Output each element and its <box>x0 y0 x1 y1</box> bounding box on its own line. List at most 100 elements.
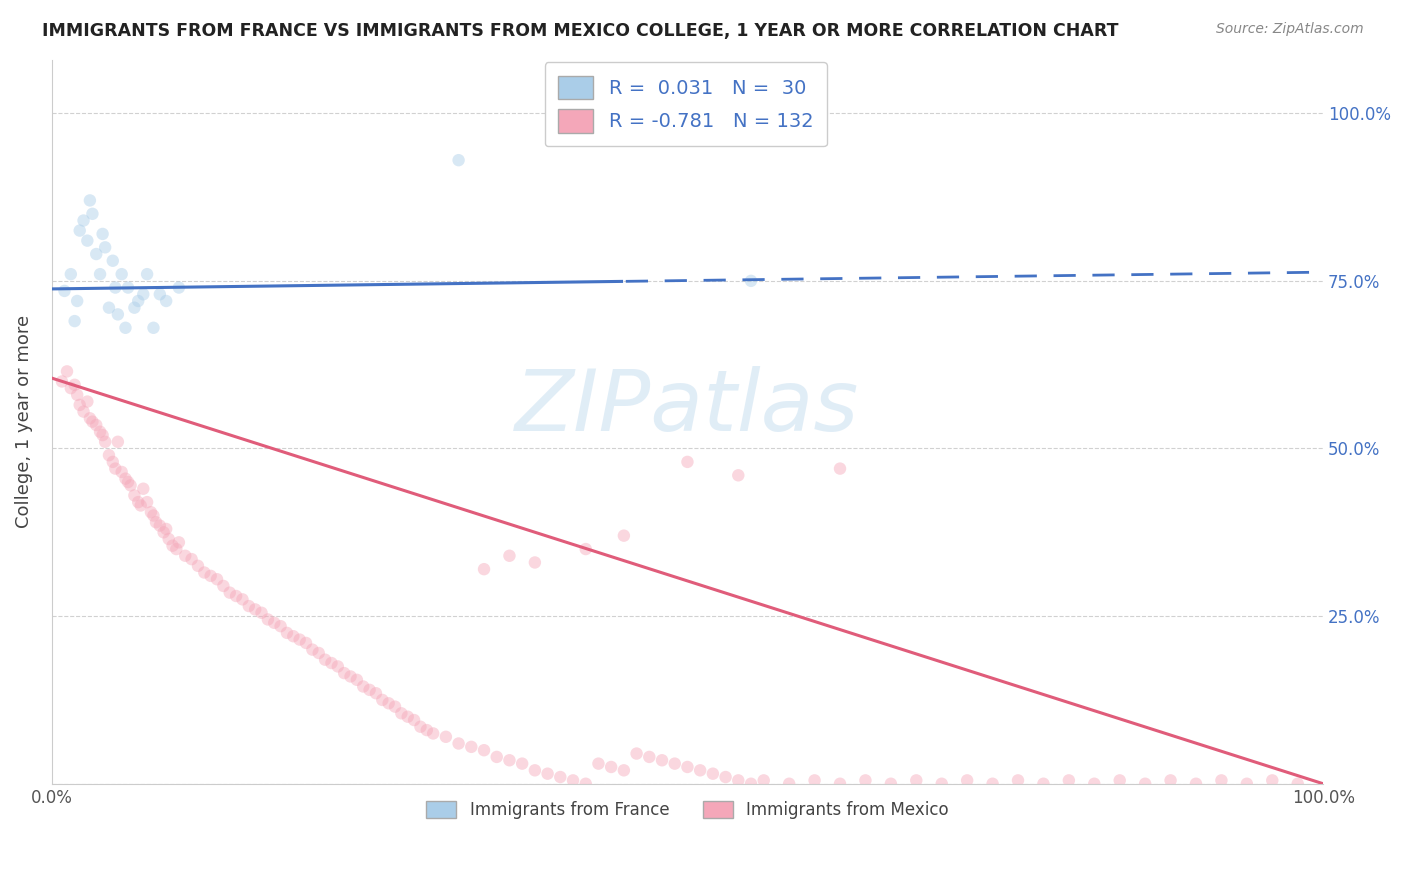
Point <box>114 472 136 486</box>
Point <box>69 223 91 237</box>
Point <box>536 766 558 780</box>
Point <box>165 542 187 557</box>
Point <box>72 213 94 227</box>
Point <box>91 428 114 442</box>
Point <box>359 682 381 697</box>
Point <box>295 636 318 650</box>
Point <box>389 706 412 721</box>
Point <box>1032 777 1054 791</box>
Point <box>82 207 104 221</box>
Point <box>855 773 877 788</box>
Point <box>104 461 127 475</box>
Point <box>676 455 699 469</box>
Point <box>84 417 107 432</box>
Point <box>127 293 149 308</box>
Point <box>981 777 1004 791</box>
Point <box>276 625 298 640</box>
Point <box>117 280 139 294</box>
Point <box>740 274 762 288</box>
Point <box>63 314 86 328</box>
Point <box>124 301 146 315</box>
Point <box>1286 777 1309 791</box>
Point <box>404 713 426 727</box>
Point <box>117 475 139 489</box>
Point <box>714 770 737 784</box>
Point <box>523 556 546 570</box>
Point <box>613 764 636 778</box>
Point <box>956 773 979 788</box>
Point <box>498 753 520 767</box>
Point <box>562 773 585 788</box>
Point <box>69 398 91 412</box>
Point <box>727 468 749 483</box>
Point <box>89 425 111 439</box>
Point <box>127 495 149 509</box>
Point <box>149 518 172 533</box>
Text: IMMIGRANTS FROM FRANCE VS IMMIGRANTS FROM MEXICO COLLEGE, 1 YEAR OR MORE CORRELA: IMMIGRANTS FROM FRANCE VS IMMIGRANTS FRO… <box>42 22 1119 40</box>
Point <box>778 777 800 791</box>
Point <box>193 566 215 580</box>
Text: ZIPatlas: ZIPatlas <box>516 366 859 449</box>
Point <box>664 756 686 771</box>
Point <box>638 750 661 764</box>
Point <box>111 465 134 479</box>
Point <box>364 686 387 700</box>
Point <box>84 247 107 261</box>
Point <box>97 301 120 315</box>
Point <box>339 669 361 683</box>
Point <box>1160 773 1182 788</box>
Point <box>1083 777 1105 791</box>
Point <box>333 666 356 681</box>
Point <box>498 549 520 563</box>
Point <box>803 773 825 788</box>
Point <box>1057 773 1080 788</box>
Point <box>263 615 285 630</box>
Point <box>626 747 648 761</box>
Point <box>231 592 253 607</box>
Point <box>76 234 98 248</box>
Point <box>523 764 546 778</box>
Point <box>384 699 406 714</box>
Point <box>101 253 124 268</box>
Point <box>107 434 129 449</box>
Point <box>53 284 76 298</box>
Point <box>434 730 457 744</box>
Point <box>880 777 903 791</box>
Point <box>155 293 177 308</box>
Point <box>250 606 273 620</box>
Point <box>828 777 851 791</box>
Point <box>167 535 190 549</box>
Point <box>326 659 349 673</box>
Point <box>1185 777 1208 791</box>
Point <box>346 673 368 687</box>
Point <box>167 280 190 294</box>
Point <box>94 240 117 254</box>
Point <box>91 227 114 241</box>
Point <box>79 411 101 425</box>
Point <box>157 532 180 546</box>
Point <box>238 599 260 613</box>
Point <box>308 646 330 660</box>
Point <box>72 404 94 418</box>
Point <box>416 723 439 737</box>
Point <box>447 153 470 168</box>
Point <box>107 307 129 321</box>
Legend: Immigrants from France, Immigrants from Mexico: Immigrants from France, Immigrants from … <box>419 795 955 826</box>
Point <box>588 756 610 771</box>
Point <box>56 364 79 378</box>
Point <box>142 508 165 523</box>
Point <box>1261 773 1284 788</box>
Y-axis label: College, 1 year or more: College, 1 year or more <box>15 315 32 528</box>
Point <box>472 743 495 757</box>
Point <box>111 267 134 281</box>
Point <box>740 777 762 791</box>
Point <box>180 552 202 566</box>
Point <box>97 448 120 462</box>
Point <box>136 495 159 509</box>
Point <box>132 482 155 496</box>
Point <box>1108 773 1130 788</box>
Point <box>66 388 89 402</box>
Point <box>79 194 101 208</box>
Point <box>510 756 533 771</box>
Point <box>187 558 209 573</box>
